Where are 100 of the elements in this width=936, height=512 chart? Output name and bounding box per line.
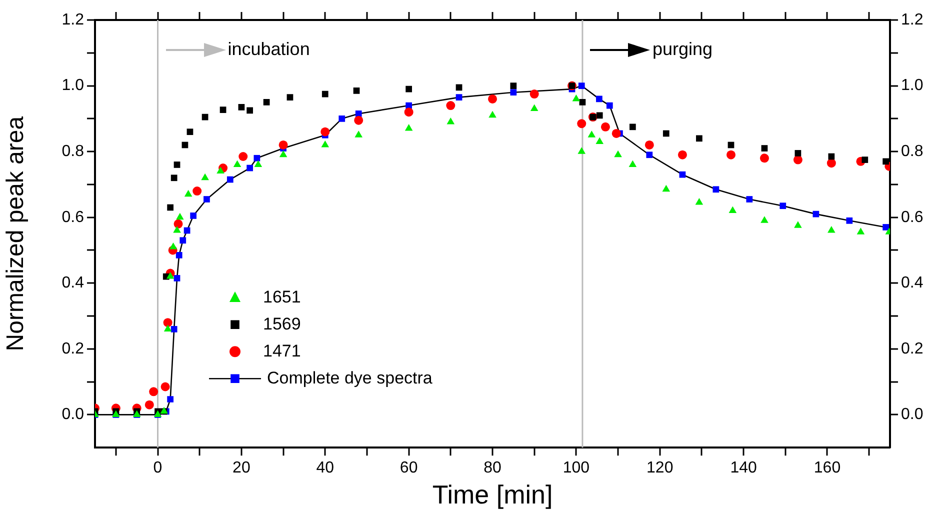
y2-tick-label: 0.2 (901, 340, 924, 358)
point (596, 96, 602, 102)
point (696, 135, 702, 142)
point (246, 107, 253, 114)
point (160, 382, 170, 392)
point (577, 119, 586, 128)
point (726, 150, 736, 160)
point (176, 212, 184, 220)
point (278, 140, 288, 150)
point (238, 152, 248, 162)
point (321, 140, 330, 148)
point (286, 94, 294, 100)
point (695, 198, 704, 205)
point (488, 94, 497, 104)
point (144, 400, 154, 410)
point (614, 150, 622, 158)
point (406, 86, 412, 92)
point (579, 99, 586, 106)
point (488, 110, 496, 118)
point (612, 128, 621, 138)
point (606, 102, 613, 109)
point (662, 184, 670, 192)
legend-label: 1569 (263, 314, 301, 334)
point (192, 186, 202, 196)
point (404, 108, 414, 117)
y2-tick-label: 0.8 (901, 142, 924, 160)
point (629, 124, 636, 130)
point (862, 156, 868, 163)
point (646, 152, 653, 158)
x-tick-label: 120 (646, 460, 674, 477)
legend-label: 1471 (263, 341, 301, 360)
point (793, 155, 802, 164)
y2-tick-label: 0.6 (901, 208, 924, 226)
y-tick-label: 0.2 (62, 340, 84, 358)
x-tick-label: 60 (400, 460, 418, 477)
point (149, 387, 158, 396)
point (320, 127, 330, 136)
y-tick-label: 0.4 (62, 274, 84, 292)
point (169, 242, 178, 250)
point (173, 226, 181, 233)
x-tick-label: 80 (484, 460, 502, 477)
x-tick-label: 160 (814, 460, 841, 477)
point (167, 204, 174, 211)
point (354, 116, 364, 125)
point (254, 154, 260, 162)
point (456, 94, 462, 100)
point (164, 324, 172, 332)
point (578, 147, 586, 154)
point (204, 196, 210, 202)
y-axis-title: Normalized peak area (2, 116, 30, 352)
y2-tick-label: 0.4 (901, 274, 924, 292)
point (322, 90, 328, 98)
x-tick-label: 140 (730, 460, 757, 477)
point (170, 326, 178, 332)
point (600, 122, 610, 132)
y-tick-label: 0.6 (62, 208, 84, 226)
point (201, 173, 209, 180)
y2-tick-label: 1.2 (901, 11, 924, 28)
y2-tick-label: 0.0 (901, 406, 924, 424)
point (184, 190, 192, 197)
point (572, 94, 580, 102)
point (530, 90, 539, 99)
point (882, 158, 889, 165)
point (760, 216, 768, 223)
point (254, 160, 262, 167)
x-tick-label: 100 (562, 460, 590, 477)
point (174, 162, 180, 168)
point (678, 150, 687, 160)
point (446, 117, 455, 124)
point (760, 154, 769, 163)
point (220, 106, 226, 113)
point (828, 153, 835, 160)
point (167, 396, 174, 402)
y-tick-label: 1.2 (62, 11, 84, 28)
y-tick-label: 0.8 (62, 142, 84, 160)
point (826, 158, 836, 168)
point (662, 130, 670, 137)
point (794, 150, 802, 156)
point (456, 84, 462, 91)
point (354, 130, 363, 138)
point (279, 150, 288, 158)
ref-line-label: purging (652, 38, 713, 59)
point (728, 206, 737, 214)
y-tick-label: 0.0 (62, 406, 84, 424)
point (186, 128, 194, 136)
point (628, 160, 637, 167)
point (190, 212, 197, 219)
point (588, 130, 596, 138)
point (176, 252, 182, 258)
point (233, 160, 242, 167)
point (780, 202, 786, 210)
x-tick-label: 20 (232, 460, 250, 477)
point (510, 82, 517, 89)
point (846, 217, 853, 224)
point (828, 226, 836, 233)
point (246, 164, 253, 172)
point (238, 104, 245, 110)
point (353, 88, 360, 94)
point (794, 221, 802, 228)
point (712, 186, 720, 193)
